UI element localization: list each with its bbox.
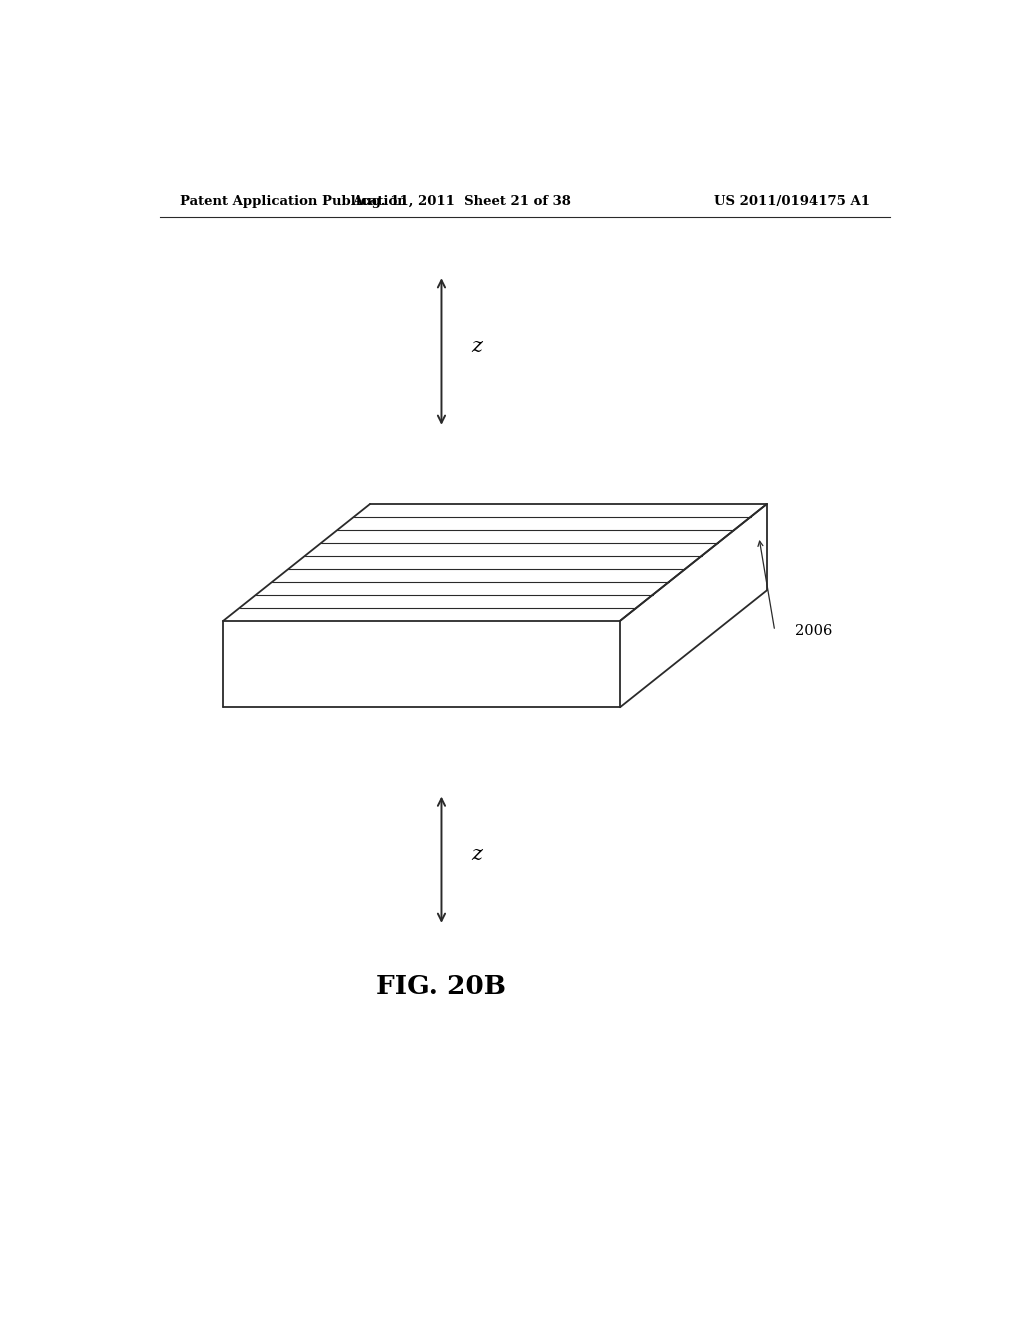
Text: Aug. 11, 2011  Sheet 21 of 38: Aug. 11, 2011 Sheet 21 of 38 (352, 194, 570, 207)
Text: z: z (472, 337, 482, 356)
Text: z: z (472, 845, 482, 865)
Text: 2006: 2006 (795, 624, 831, 638)
Text: FIG. 20B: FIG. 20B (377, 974, 507, 999)
Text: US 2011/0194175 A1: US 2011/0194175 A1 (714, 194, 870, 207)
Text: Patent Application Publication: Patent Application Publication (179, 194, 407, 207)
